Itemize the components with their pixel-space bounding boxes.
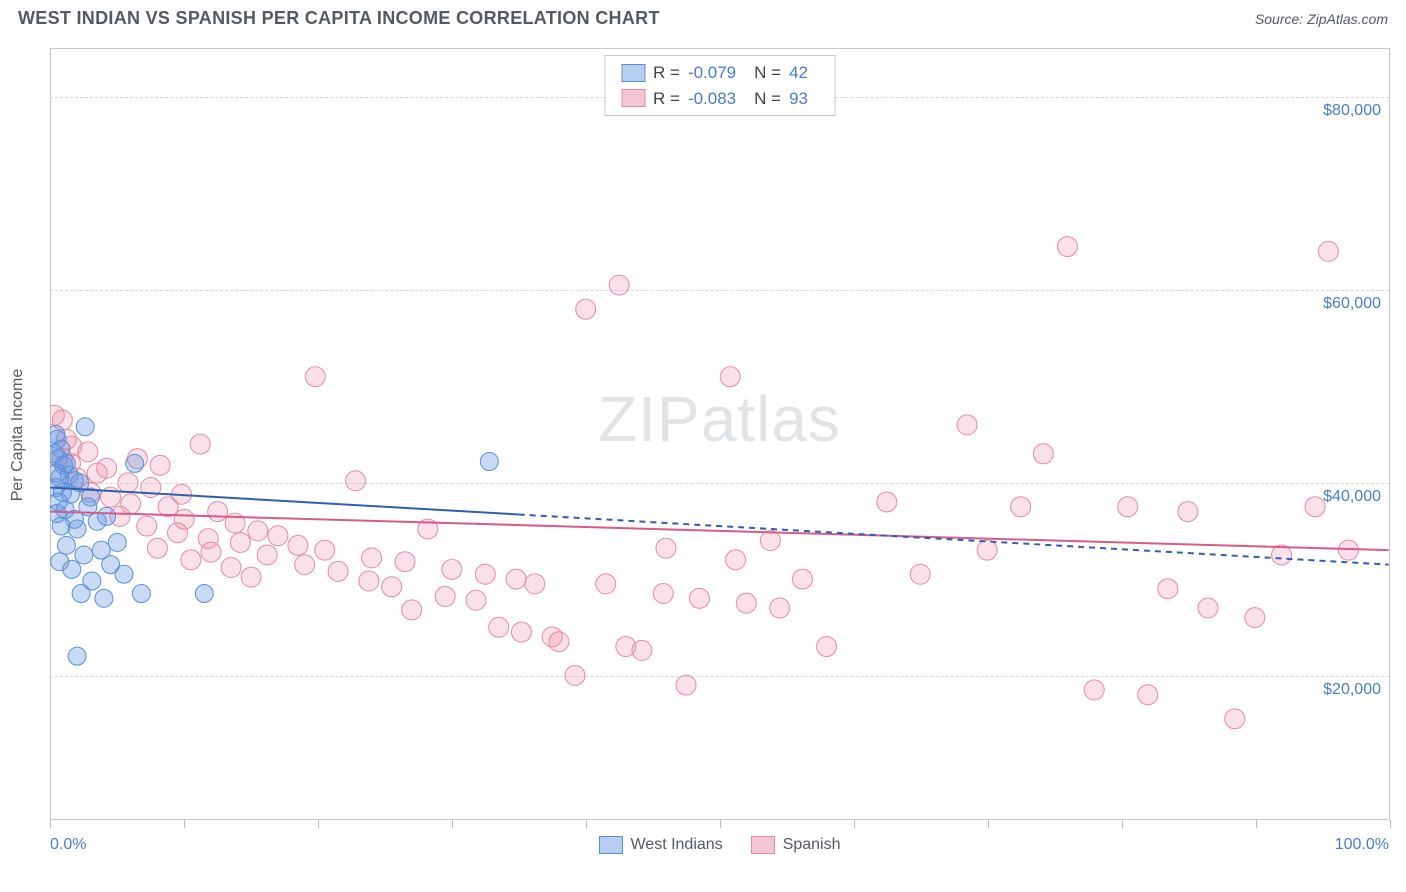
x-tick — [1122, 820, 1123, 828]
y-axis-title: Per Capita Income — [9, 368, 27, 501]
chart-plot-area: Per Capita Income ZIPatlas $20,000$40,00… — [50, 48, 1390, 820]
x-tick — [184, 820, 185, 828]
bottom-legend: West Indians Spanish — [598, 836, 840, 854]
x-tick — [1256, 820, 1257, 828]
x-tick — [50, 820, 51, 828]
x-tick — [586, 820, 587, 828]
x-tick — [1390, 820, 1391, 828]
scatter-svg — [50, 49, 1389, 820]
x-tick — [318, 820, 319, 828]
x-tick — [988, 820, 989, 828]
correlation-row-west-indians: R = -0.079 N = 42 — [605, 60, 834, 86]
chart-source: Source: ZipAtlas.com — [1255, 11, 1388, 27]
legend-item-spanish: Spanish — [751, 836, 841, 854]
legend-item-west-indians: West Indians — [598, 836, 722, 854]
swatch-west-indians-bottom — [598, 836, 622, 854]
swatch-spanish-bottom — [751, 836, 775, 854]
x-tick — [854, 820, 855, 828]
swatch-spanish — [621, 89, 645, 107]
x-tick — [720, 820, 721, 828]
chart-header: WEST INDIAN VS SPANISH PER CAPITA INCOME… — [0, 0, 1406, 33]
correlation-row-spanish: R = -0.083 N = 93 — [605, 86, 834, 112]
chart-title: WEST INDIAN VS SPANISH PER CAPITA INCOME… — [18, 8, 660, 29]
swatch-west-indians — [621, 64, 645, 82]
correlation-legend: R = -0.079 N = 42 R = -0.083 N = 93 — [604, 55, 835, 116]
x-tick — [452, 820, 453, 828]
x-axis-label-min: 0.0% — [50, 836, 86, 854]
x-axis-label-max: 100.0% — [1335, 836, 1389, 854]
